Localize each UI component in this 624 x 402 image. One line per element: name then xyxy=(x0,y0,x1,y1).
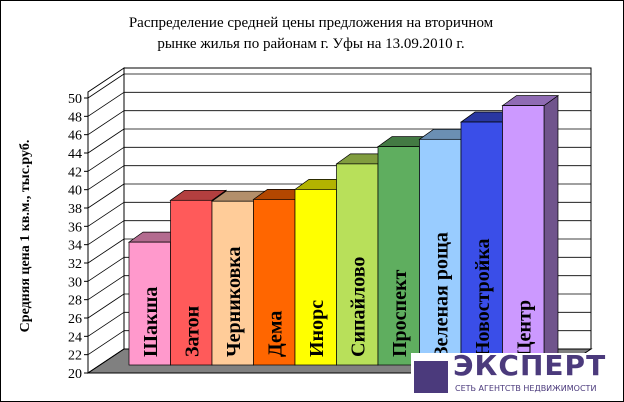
y-tick-label: 50 xyxy=(68,92,82,107)
gridline xyxy=(87,238,125,264)
gridline xyxy=(87,348,125,374)
gridline xyxy=(87,275,125,300)
gridline xyxy=(87,330,125,355)
bar-label: Затон xyxy=(181,306,203,357)
bar-label: Зеленая роща xyxy=(430,232,452,357)
gridline xyxy=(87,128,125,154)
bar xyxy=(419,138,462,366)
side-wall xyxy=(87,67,125,374)
bar xyxy=(502,105,545,366)
y-tick-label: 26 xyxy=(68,312,82,327)
bar-side xyxy=(543,94,559,366)
bar-label: Шакша xyxy=(140,287,162,357)
expert-logo: ЭКСПЕРТ СЕТЬ АГЕНТСТВ НЕДВИЖИМОСТИ xyxy=(411,349,616,397)
y-tick-label: 48 xyxy=(68,110,82,125)
y-tick-label: 22 xyxy=(68,349,82,364)
gridline xyxy=(87,165,125,190)
logo-mark-icon xyxy=(414,361,448,393)
gridline xyxy=(87,183,125,209)
bar xyxy=(170,199,213,366)
bar-label: Черниковка xyxy=(223,246,245,357)
logo-name: ЭКСПЕРТ xyxy=(453,349,607,382)
bar-label: Сипайлово xyxy=(347,257,369,357)
y-tick-label: 44 xyxy=(68,147,82,162)
gridline xyxy=(87,73,125,99)
chart-title: Распределение средней цены предложения н… xyxy=(61,13,561,55)
y-tick-label: 46 xyxy=(68,129,82,144)
y-tick-label: 38 xyxy=(68,202,82,217)
bar-label: Новостройка xyxy=(472,238,494,357)
bar-label: Инорс xyxy=(306,300,328,357)
y-tick-label: 36 xyxy=(68,220,82,235)
bar-label: Дема xyxy=(264,311,286,357)
gridline xyxy=(87,220,125,245)
y-tick-label: 28 xyxy=(68,294,82,309)
bar xyxy=(294,189,337,366)
logo-tagline: СЕТЬ АГЕНТСТВ НЕДВИЖИМОСТИ xyxy=(455,384,597,393)
bar xyxy=(336,163,379,366)
bar xyxy=(377,146,420,366)
y-tick-label: 24 xyxy=(68,330,82,345)
bar-label: Проспект xyxy=(389,270,411,357)
title-line: рынке жилья по районам г. Уфы на 13.09.2… xyxy=(157,36,465,52)
gridline xyxy=(87,293,125,319)
gridline xyxy=(87,147,125,172)
y-tick-label: 30 xyxy=(68,275,82,290)
y-tick-label: 20 xyxy=(68,367,82,382)
bar xyxy=(253,199,296,366)
y-tick-label: 32 xyxy=(68,257,82,272)
gridline xyxy=(87,110,125,135)
y-tick-label: 40 xyxy=(68,184,82,199)
y-axis-label: Средняя цена 1 кв.м., тыс.руб. xyxy=(18,140,33,333)
y-tick-label: 42 xyxy=(68,165,82,180)
gridline xyxy=(87,202,125,227)
gridline xyxy=(87,257,125,282)
gridline xyxy=(87,312,125,337)
title-line: Распределение средней цены предложения н… xyxy=(128,15,494,31)
gridline xyxy=(87,92,125,117)
bar-label: Центр xyxy=(513,300,535,357)
y-tick-label: 34 xyxy=(68,239,82,254)
